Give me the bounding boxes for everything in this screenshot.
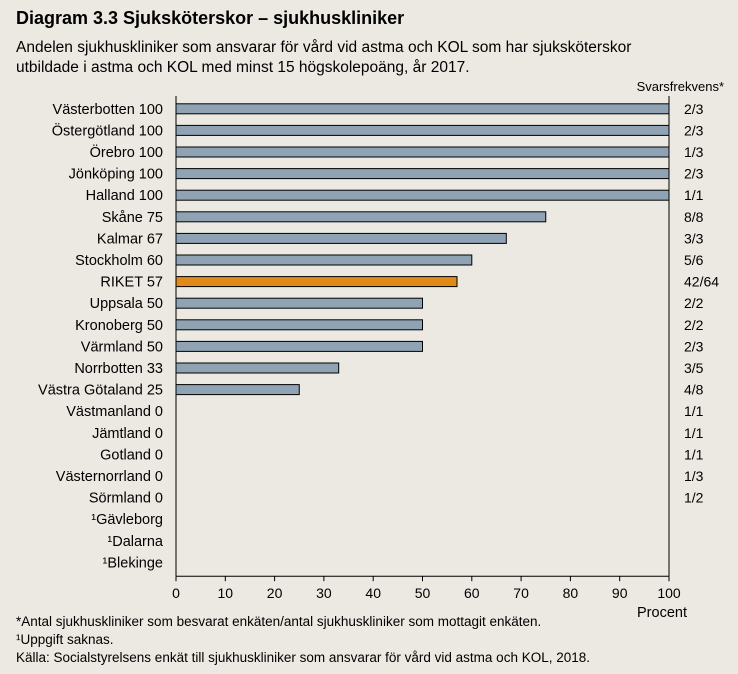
category-label: ¹Dalarna	[107, 534, 164, 550]
subtitle-line-1: Andelen sjukhuskliniker som ansvarar för…	[16, 39, 632, 56]
x-tick-label: 50	[415, 585, 431, 601]
x-tick-label: 20	[267, 585, 283, 601]
category-label: Norrbotten 33	[74, 361, 163, 377]
response-rate-label: 1/3	[684, 468, 704, 484]
bar	[175, 146, 670, 158]
response-rate-label: 2/2	[684, 295, 704, 311]
category-label: Uppsala 50	[90, 296, 163, 312]
footnote-response-rate: *Antal sjukhuskliniker som besvarat enkä…	[16, 614, 542, 629]
category-label: Örebro 100	[90, 143, 163, 161]
bar	[175, 124, 670, 136]
response-rate-label: 1/3	[684, 144, 704, 160]
x-tick-label: 10	[218, 585, 234, 601]
category-label: Östergötland 100	[52, 121, 163, 139]
bar	[175, 189, 670, 201]
response-rate-label: 1/1	[684, 425, 704, 441]
category-label: Stockholm 60	[75, 253, 163, 269]
category-label: Halland 100	[86, 188, 163, 204]
bar	[175, 362, 340, 374]
x-tick-label: 0	[172, 585, 180, 601]
category-label: Kronoberg 50	[75, 318, 163, 334]
response-rate-label: 3/5	[684, 360, 704, 376]
response-rate-label: 2/3	[684, 122, 704, 138]
right-column-title: Svarsfrekvens*	[637, 79, 724, 94]
category-label: Västmanland 0	[66, 404, 163, 420]
response-rate-label: 3/3	[684, 230, 704, 246]
response-rate-label: 1/1	[684, 446, 704, 462]
category-label: Västernorrland 0	[56, 469, 163, 485]
category-label: Västerbotten 100	[53, 102, 163, 118]
bar	[175, 211, 547, 223]
response-rate-label: 2/3	[684, 101, 704, 117]
category-label: Kalmar 67	[97, 231, 163, 247]
category-label: ¹Gävleborg	[91, 512, 163, 528]
x-tick-label: 30	[316, 585, 332, 601]
bar	[175, 319, 423, 331]
subtitle-line-2: utbildade i astma och KOL med minst 15 h…	[16, 59, 470, 76]
bar	[175, 168, 670, 180]
source-note: Källa: Socialstyrelsens enkät till sjukh…	[16, 650, 591, 665]
footnote-missing-data: ¹Uppgift saknas.	[16, 632, 114, 647]
x-tick-label: 90	[612, 585, 628, 601]
x-tick-label: 100	[657, 585, 681, 601]
bar	[175, 103, 670, 115]
x-tick-label: 70	[513, 585, 529, 601]
chart-title: Diagram 3.3 Sjuksköterskor – sjukhusklin…	[16, 8, 405, 28]
bar	[175, 232, 507, 244]
bar	[175, 254, 473, 266]
category-label: Jönköping 100	[69, 167, 163, 183]
category-label: Sörmland 0	[89, 491, 163, 507]
bar	[175, 276, 458, 288]
category-label: ¹Blekinge	[103, 555, 163, 571]
bar	[175, 384, 300, 396]
category-label: RIKET 57	[100, 275, 163, 291]
category-label: Värmland 50	[81, 339, 163, 355]
response-rate-label: 1/1	[684, 403, 704, 419]
x-tick-label: 80	[563, 585, 579, 601]
response-rate-label: 4/8	[684, 382, 704, 398]
response-rate-label: 2/2	[684, 317, 704, 333]
category-label: Västra Götaland 25	[38, 383, 163, 399]
x-axis-title: Procent	[637, 605, 687, 621]
response-rate-label: 42/64	[684, 274, 719, 290]
response-rate-label: 1/2	[684, 490, 704, 506]
bar	[175, 297, 423, 309]
response-rate-label: 5/6	[684, 252, 704, 268]
chart-subtitle: Andelen sjukhuskliniker som ansvarar för…	[16, 38, 728, 78]
x-tick-label: 60	[464, 585, 480, 601]
category-label: Jämtland 0	[92, 426, 163, 442]
x-tick-label: 40	[365, 585, 381, 601]
category-label: Skåne 75	[102, 210, 163, 226]
response-rate-label: 8/8	[684, 209, 704, 225]
response-rate-label: 2/3	[684, 338, 704, 354]
response-rate-label: 1/1	[684, 187, 704, 203]
bar	[175, 340, 423, 352]
category-label: Gotland 0	[100, 447, 163, 463]
response-rate-label: 2/3	[684, 166, 704, 182]
footnotes: *Antal sjukhuskliniker som besvarat enkä…	[16, 613, 728, 667]
